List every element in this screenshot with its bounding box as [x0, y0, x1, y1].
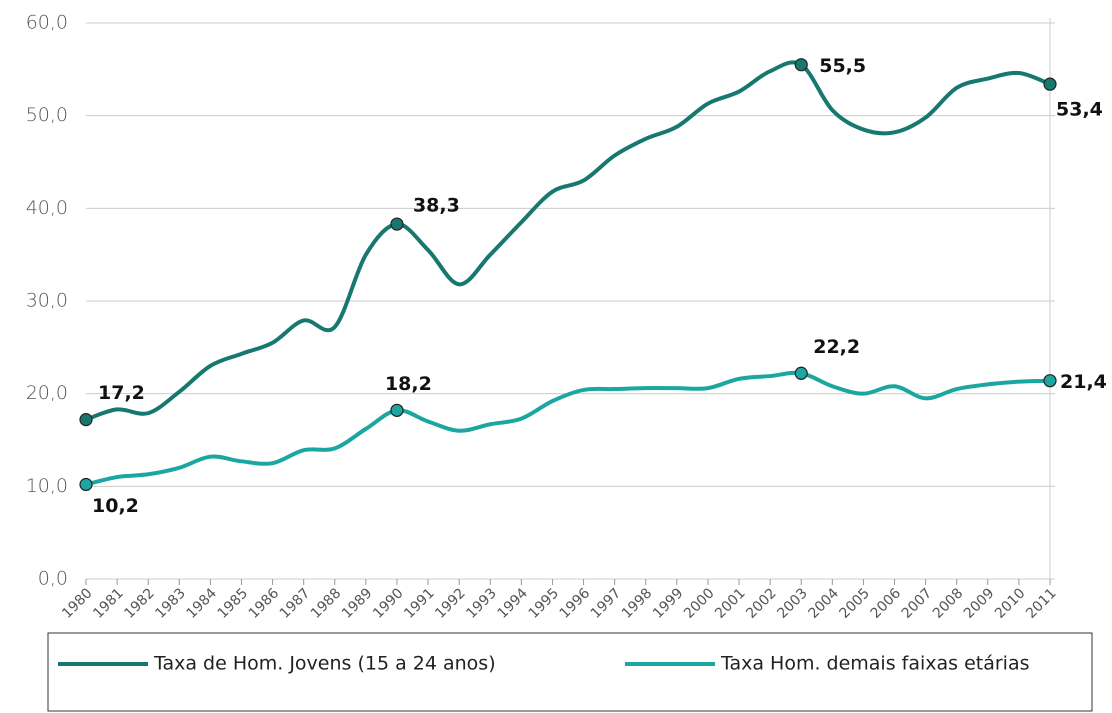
value-label: 53,4	[1056, 99, 1103, 121]
x-tick-label: 1990	[370, 585, 407, 622]
x-tick-label: 1994	[494, 585, 531, 622]
y-tick-label: 40,0	[26, 197, 68, 219]
x-tick-label: 1991	[401, 585, 438, 622]
point-marker	[79, 413, 93, 427]
x-tick-label: 2009	[961, 585, 998, 622]
x-tick-label: 1986	[246, 585, 283, 622]
y-tick-label: 60,0	[26, 12, 68, 34]
x-tick-label: 2008	[930, 585, 967, 622]
x-tick-label: 1988	[308, 585, 345, 622]
value-label: 22,2	[813, 336, 860, 358]
legend-label: Taxa Hom. demais faixas etárias	[720, 653, 1030, 675]
x-tick-label: 2000	[681, 585, 718, 622]
y-tick-label: 0,0	[38, 568, 68, 590]
x-tick-label: 2011	[1023, 585, 1060, 622]
x-tick-label: 1982	[121, 585, 158, 622]
x-tick-label: 1995	[526, 585, 563, 622]
x-tick-label: 2002	[743, 585, 780, 622]
x-tick-label: 1984	[184, 585, 221, 622]
x-tick-label: 1996	[557, 585, 594, 622]
y-tick-label: 20,0	[26, 382, 68, 404]
point-marker	[794, 58, 808, 72]
y-tick-label: 50,0	[26, 104, 68, 126]
legend-box	[47, 632, 1093, 712]
x-tick-label: 1989	[339, 585, 376, 622]
x-tick-label: 1985	[215, 585, 252, 622]
x-tick-label: 1999	[650, 585, 687, 622]
value-label: 10,2	[92, 495, 139, 517]
value-label: 55,5	[819, 55, 866, 77]
x-tick-label: 2001	[712, 585, 749, 622]
x-tick-label: 2010	[992, 585, 1029, 622]
point-marker	[1043, 77, 1057, 91]
value-label: 21,4	[1060, 371, 1107, 393]
y-tick-label: 10,0	[26, 475, 68, 497]
x-tick-label: 2004	[805, 585, 842, 622]
legend-label: Taxa de Hom. Jovens (15 a 24 anos)	[153, 653, 496, 675]
x-tick-label: 2005	[837, 585, 874, 622]
x-tick-label: 2006	[868, 585, 905, 622]
x-tick-label: 2007	[899, 585, 936, 622]
x-tick-label: 1987	[277, 585, 314, 622]
x-tick-label: 1981	[90, 585, 127, 622]
point-marker	[794, 366, 808, 380]
line	[85, 370, 1051, 487]
x-tick-label: 1993	[463, 585, 500, 622]
x-tick-label: 1992	[432, 585, 469, 622]
x-tick-label: 1998	[619, 585, 656, 622]
point-marker	[390, 403, 404, 417]
y-tick-label: 30,0	[26, 290, 68, 312]
value-label: 38,3	[413, 195, 460, 217]
value-label: 18,2	[385, 373, 432, 395]
x-tick-label: 1997	[588, 585, 625, 622]
point-marker	[79, 477, 93, 492]
value-label: 17,2	[98, 382, 145, 404]
point-marker	[1043, 374, 1057, 388]
x-tick-label: 1983	[152, 585, 189, 622]
line	[85, 60, 1051, 422]
x-tick-label: 2003	[774, 585, 811, 622]
point-marker	[390, 217, 404, 231]
x-tick-label: 1980	[59, 585, 96, 622]
